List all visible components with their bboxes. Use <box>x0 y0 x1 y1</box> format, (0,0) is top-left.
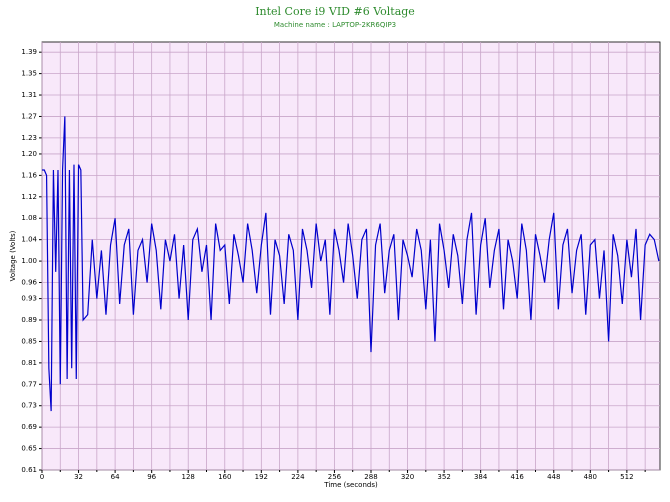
y-tick-label: 1.35 <box>21 70 37 78</box>
x-tick-label: 224 <box>291 473 305 481</box>
plot-area <box>41 41 661 471</box>
y-tick-label: 1.39 <box>21 48 37 56</box>
x-tick-label: 96 <box>147 473 156 481</box>
y-tick-label: 1.00 <box>21 257 37 265</box>
x-tick-label: 256 <box>328 473 342 481</box>
x-tick-label: 416 <box>511 473 525 481</box>
y-tick-label: 1.04 <box>21 236 37 244</box>
x-axis-label: Time (seconds) <box>323 481 378 489</box>
y-axis-label: Voltage (Volts) <box>9 230 17 281</box>
x-tick-label: 352 <box>437 473 450 481</box>
x-tick-label: 288 <box>364 473 377 481</box>
y-tick-label: 0.93 <box>21 295 37 303</box>
x-tick-label: 480 <box>584 473 597 481</box>
x-tick-label: 384 <box>474 473 488 481</box>
x-tick-label: 192 <box>255 473 268 481</box>
y-tick-label: 0.89 <box>21 316 37 324</box>
y-tick-label: 0.77 <box>21 380 37 388</box>
data-line <box>42 116 660 412</box>
y-tick-label: 1.16 <box>21 171 37 179</box>
x-tick-label: 128 <box>182 473 195 481</box>
y-tick-label: 0.73 <box>21 402 37 410</box>
x-tick-label: 32 <box>74 473 83 481</box>
y-tick-label: 0.61 <box>21 466 37 474</box>
y-tick-label: 1.08 <box>21 214 37 222</box>
y-tick-label: 0.65 <box>21 445 37 453</box>
x-tick-label: 512 <box>620 473 633 481</box>
y-tick-label: 1.20 <box>21 150 37 158</box>
y-tick-label: 1.31 <box>21 91 37 99</box>
x-tick-label: 160 <box>218 473 231 481</box>
y-tick-label: 0.69 <box>21 423 37 431</box>
x-tick-label: 320 <box>401 473 414 481</box>
y-tick-label: 1.23 <box>21 134 37 142</box>
chart-subtitle: Machine name : LAPTOP-2KR6QIP3 <box>274 21 396 29</box>
y-tick-label: 0.96 <box>21 279 37 287</box>
y-tick-label: 0.81 <box>21 359 37 367</box>
x-tick-label: 448 <box>547 473 560 481</box>
y-tick-label: 0.85 <box>21 337 37 345</box>
chart-title: Intel Core i9 VID #6 Voltage <box>255 5 415 18</box>
y-tick-label: 1.12 <box>21 193 37 201</box>
x-tick-label: 0 <box>40 473 44 481</box>
y-tick-label: 1.27 <box>21 112 37 120</box>
x-tick-label: 64 <box>111 473 120 481</box>
